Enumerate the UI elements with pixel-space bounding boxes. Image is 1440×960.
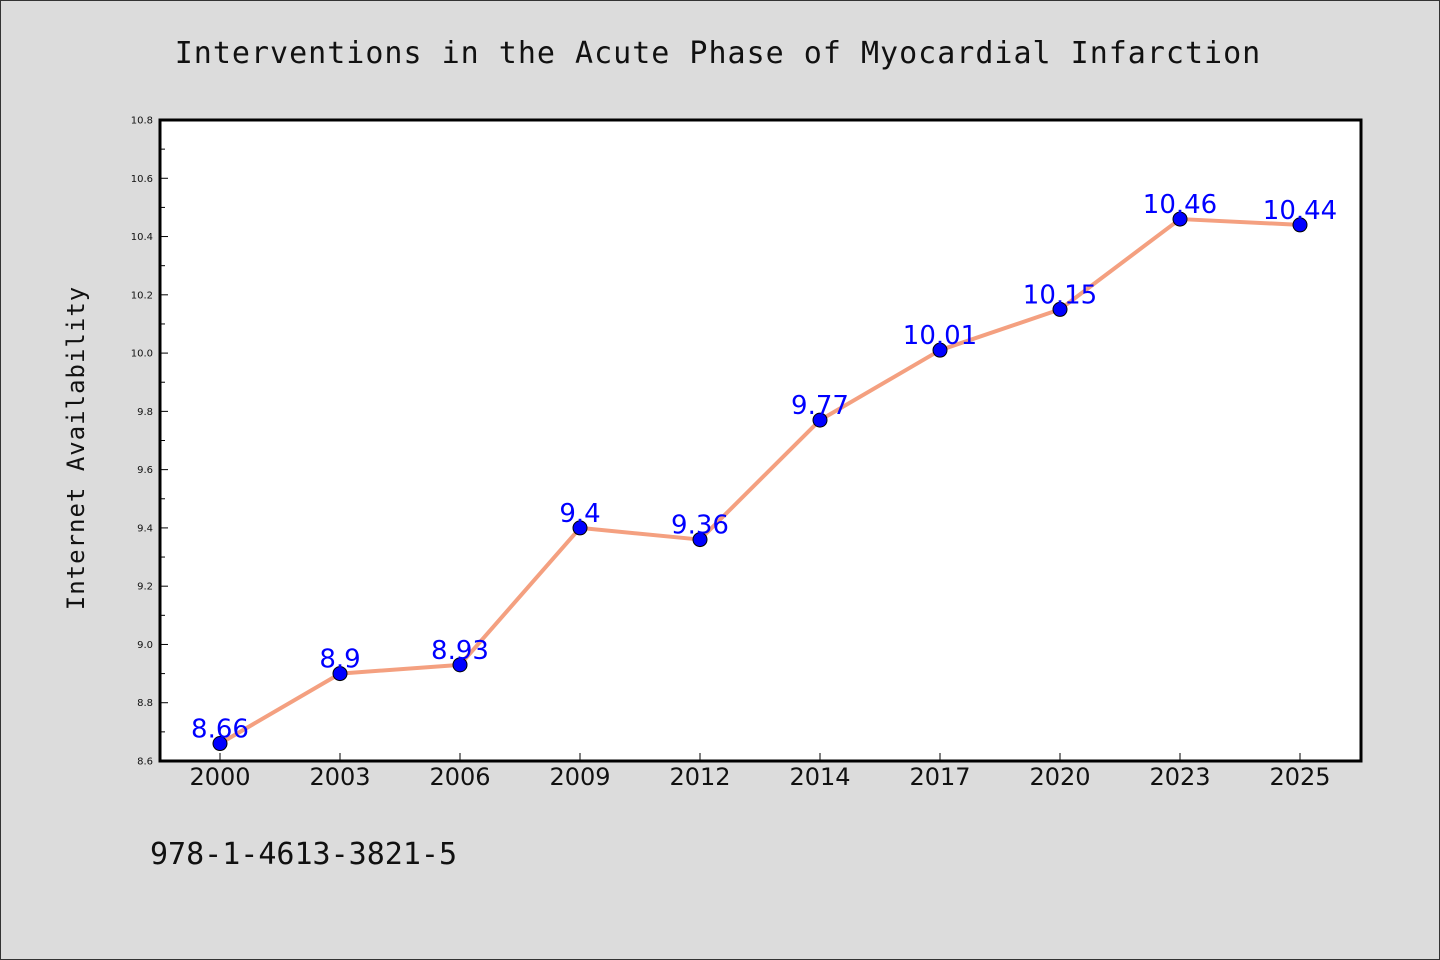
x-tick-label: 2012 (669, 763, 730, 791)
y-axis-label: Internet Availability (62, 286, 90, 610)
y-tick-label: 10.6 (131, 174, 153, 185)
x-tick-label: 2014 (789, 763, 850, 791)
x-tick-label: 2006 (429, 763, 490, 791)
series-1 (212, 211, 1308, 752)
data-label: 10.15 (1023, 280, 1097, 310)
isbn-text: 978-1-4613-3821-5 (150, 837, 457, 872)
y-tick-label: 8.8 (137, 698, 153, 709)
data-label: 10.46 (1143, 190, 1217, 220)
x-tick-label: 2025 (1269, 763, 1330, 791)
data-point (812, 412, 828, 428)
x-tick-label: 2009 (549, 763, 610, 791)
data-point (572, 520, 588, 536)
y-tick-label: 9.0 (137, 640, 153, 651)
data-point (1292, 217, 1308, 233)
y-tick-label: 9.8 (137, 407, 153, 418)
y-tick-label: 10.4 (131, 232, 153, 243)
y-tick-label: 10.8 (131, 116, 153, 127)
data-point (452, 657, 468, 673)
data-label: 10.44 (1263, 196, 1337, 226)
data-point (1172, 211, 1188, 227)
data-point (932, 342, 948, 358)
y-tick-label: 8.6 (137, 757, 153, 768)
y-tick-label: 9.6 (137, 465, 153, 476)
data-point (1052, 301, 1068, 317)
data-point (332, 666, 348, 682)
data-label: 8.93 (431, 636, 489, 666)
y-axis-ticks: 8.6 8.8 9.0 9.2 9.4 9.6 9.8 10.0 10.2 10.4 10.6 10.… (131, 116, 168, 768)
x-tick-label: 2000 (189, 763, 250, 791)
y-tick-label: 10.2 (131, 290, 153, 301)
x-axis-ticks: 2000 2003 2006 2009 2012 2014 2017 2020 2023 2025 (189, 753, 1331, 791)
data-label: 9.36 (671, 511, 729, 541)
data-label: 9.4 (559, 499, 600, 529)
data-label: 10.01 (903, 321, 977, 351)
y-tick-label: 10.0 (131, 349, 153, 360)
data-label: 9.77 (791, 391, 849, 421)
plot-area (158, 118, 1363, 763)
x-tick-label: 2020 (1029, 763, 1090, 791)
x-tick-label: 2003 (309, 763, 370, 791)
series-line (218, 217, 1302, 746)
x-tick-label: 2017 (909, 763, 970, 791)
data-label: 8.66 (191, 715, 249, 745)
y-tick-label: 9.2 (137, 582, 153, 593)
data-labels: 8.66 8.9 8.93 9.4 9.36 9.77 10.01 10.15 10.46 10.… (191, 190, 1337, 744)
data-point (212, 736, 228, 752)
data-label: 8.9 (319, 645, 360, 675)
chart-title: Interventions in the Acute Phase of Myoc… (175, 36, 1262, 71)
data-point (692, 532, 708, 548)
x-tick-label: 2023 (1149, 763, 1210, 791)
y-tick-label: 9.4 (137, 523, 153, 534)
